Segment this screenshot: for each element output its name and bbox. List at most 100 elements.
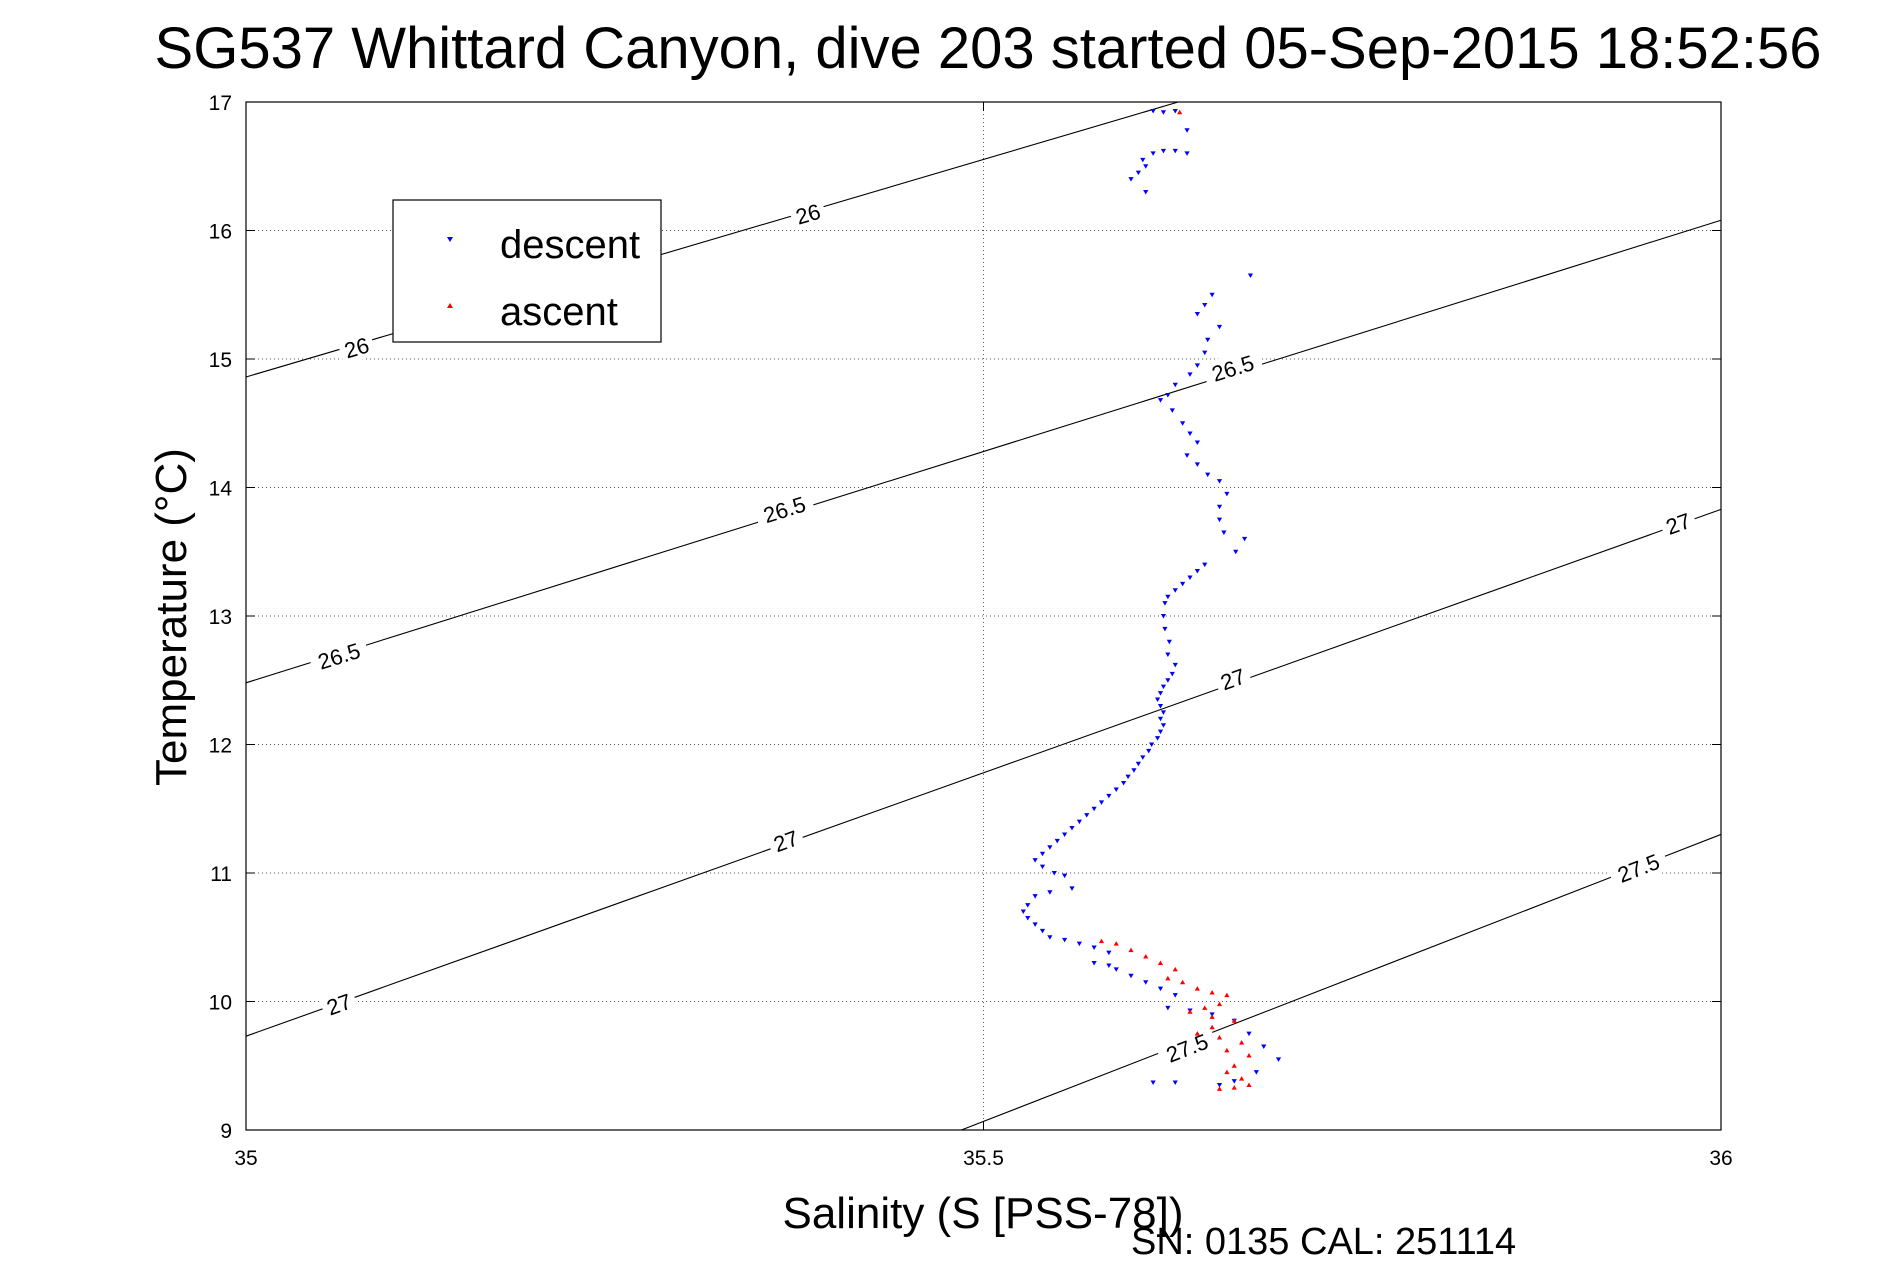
contour-label-bg bbox=[1155, 1025, 1219, 1071]
descent-point bbox=[1154, 736, 1161, 741]
contour-label-bg bbox=[307, 634, 371, 677]
data-points bbox=[1020, 108, 1282, 1091]
ascent-point bbox=[1246, 1052, 1252, 1058]
ascent-point bbox=[1216, 1001, 1223, 1007]
ascent-point bbox=[1209, 1024, 1215, 1030]
descent-point bbox=[1131, 768, 1137, 773]
descent-point bbox=[1172, 588, 1178, 593]
descent-point bbox=[1020, 909, 1026, 915]
legend: descent ascent bbox=[392, 199, 662, 343]
descent-point bbox=[1062, 873, 1068, 879]
descent-point bbox=[1194, 312, 1200, 317]
descent-point bbox=[1184, 128, 1190, 133]
descent-point bbox=[1166, 639, 1172, 645]
ascent-point bbox=[1177, 109, 1183, 115]
descent-point bbox=[1054, 838, 1060, 844]
descent-point bbox=[1160, 710, 1167, 715]
descent-point bbox=[1039, 851, 1046, 857]
descent-point bbox=[1140, 157, 1146, 163]
legend-descent-label: descent bbox=[500, 223, 640, 267]
descent-point bbox=[1205, 337, 1211, 343]
ascent-point bbox=[1231, 1018, 1237, 1023]
descent-point bbox=[1216, 324, 1223, 330]
descent-point bbox=[1157, 716, 1164, 722]
contour-label-bg bbox=[318, 986, 360, 1023]
ascent-point bbox=[1239, 1040, 1245, 1045]
descent-point bbox=[1113, 787, 1119, 792]
descent-point bbox=[1216, 479, 1223, 484]
ascent-point bbox=[1224, 1069, 1230, 1075]
serial-calibration-footer: SN: 0135 CAL: 251114 bbox=[1131, 1221, 1516, 1262]
contour-label-bg bbox=[336, 330, 377, 365]
descent-point bbox=[1047, 845, 1053, 850]
descent-point bbox=[1180, 581, 1186, 587]
descent-point bbox=[1216, 504, 1223, 510]
descent-point bbox=[1241, 536, 1248, 542]
descent-point bbox=[1032, 922, 1038, 927]
contour-label-bg bbox=[787, 196, 828, 232]
y-tick-label: 14 bbox=[209, 478, 233, 501]
descent-point bbox=[1157, 729, 1164, 735]
descent-point bbox=[1160, 110, 1167, 115]
descent-point bbox=[1125, 774, 1131, 780]
y-tick-label: 13 bbox=[209, 606, 232, 629]
descent-point bbox=[1150, 108, 1156, 114]
descent-point bbox=[1172, 1080, 1178, 1085]
ascent-point bbox=[1246, 1082, 1252, 1088]
descent-point bbox=[1150, 1080, 1156, 1085]
descent-point bbox=[1039, 864, 1046, 870]
descent-point bbox=[1106, 950, 1112, 956]
ascent-point bbox=[1231, 1063, 1237, 1068]
descent-point bbox=[1062, 937, 1068, 943]
ascent-point bbox=[1216, 1086, 1223, 1091]
y-axis-label: Temperature (°C) bbox=[147, 448, 196, 786]
descent-point bbox=[1091, 945, 1097, 951]
ascent-point bbox=[1209, 990, 1215, 995]
descent-point bbox=[1216, 1083, 1223, 1088]
contour-label-bg bbox=[1606, 845, 1671, 891]
contour-label-bg bbox=[1657, 505, 1699, 542]
descent-point bbox=[1128, 973, 1134, 979]
descent-point bbox=[1146, 748, 1152, 754]
descent-point bbox=[1069, 826, 1075, 831]
descent-point bbox=[1135, 170, 1141, 176]
ascent-point bbox=[1165, 975, 1171, 981]
ascent-point bbox=[1172, 966, 1178, 972]
ascent-point bbox=[1180, 979, 1186, 985]
descent-point bbox=[1209, 292, 1215, 298]
contour-label-bg bbox=[765, 822, 807, 859]
ascent-point bbox=[1224, 1047, 1230, 1053]
y-tick-label: 17 bbox=[209, 92, 232, 115]
descent-point bbox=[1143, 980, 1149, 985]
descent-point bbox=[1216, 517, 1223, 523]
descent-point bbox=[1246, 1031, 1252, 1037]
x-tick-label: 35.5 bbox=[963, 1147, 1004, 1170]
descent-point bbox=[1098, 800, 1105, 805]
legend-ascent-marker bbox=[447, 303, 453, 308]
ascent-point bbox=[1098, 938, 1105, 944]
descent-point bbox=[1091, 806, 1097, 812]
ascent-point bbox=[1143, 954, 1149, 959]
contour-line-27.5 bbox=[961, 833, 1722, 1131]
descent-point bbox=[1062, 832, 1068, 837]
descent-point bbox=[1172, 108, 1178, 114]
descent-point bbox=[1091, 960, 1097, 966]
descent-point bbox=[1202, 350, 1208, 356]
descent-point bbox=[1143, 189, 1149, 195]
descent-point bbox=[1157, 703, 1164, 709]
contour-label-bg bbox=[1201, 346, 1265, 390]
descent-point bbox=[1202, 562, 1208, 568]
descent-point bbox=[1025, 903, 1031, 908]
descent-point bbox=[1084, 813, 1090, 818]
chart-title: SG537 Whittard Canyon, dive 203 started … bbox=[155, 16, 1822, 81]
ascent-point bbox=[1224, 992, 1230, 998]
ascent-point bbox=[1202, 1005, 1208, 1010]
descent-point bbox=[1194, 440, 1200, 446]
axis-ticks: 35 35.5 36 9 10 11 12 13 14 15 16 17 bbox=[209, 92, 1733, 1170]
descent-point bbox=[1025, 915, 1031, 921]
descent-point bbox=[1032, 858, 1038, 863]
legend-ascent-label: ascent bbox=[500, 290, 618, 334]
contour-line-26.5 bbox=[245, 219, 1722, 684]
descent-point bbox=[1187, 575, 1193, 580]
